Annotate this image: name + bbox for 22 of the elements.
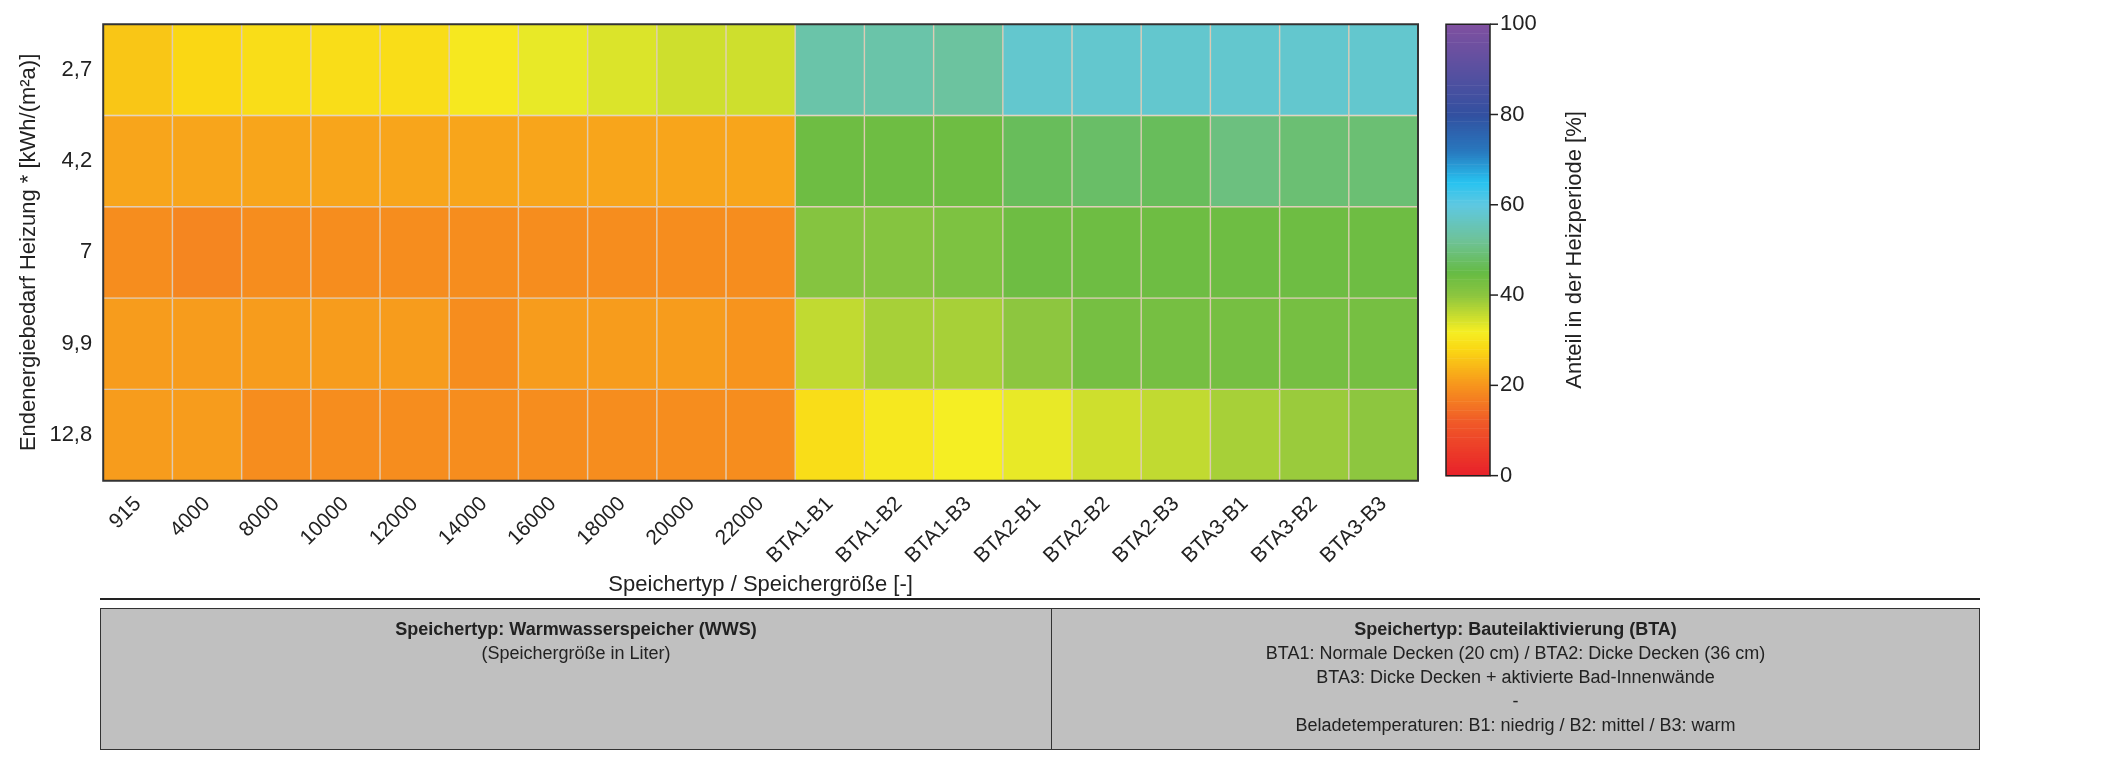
color-bar-label: 100	[1500, 10, 1537, 36]
text: BTA3: Dicke Decken + aktivierte Bad-Innenwände	[1315, 666, 1716, 689]
text: BTA1: Normale Decken (20 cm) / BTA2: Dicke Decken (36 cm)	[1264, 642, 1767, 665]
text: (Speichergröße in Liter)	[480, 642, 672, 665]
x-axis-title: Speichertyp / Speichergröße [-]	[608, 570, 913, 596]
text: -	[1511, 690, 1520, 713]
color-bar-label: 80	[1500, 100, 1525, 126]
color-bar-label: 0	[1500, 461, 1513, 487]
text: Speichertyp: Warmwasserspeicher (WWS)	[394, 618, 758, 641]
color-bar-label: 20	[1500, 371, 1525, 397]
color-bar-label: 60	[1500, 190, 1525, 216]
text: Speichertyp: Bauteilaktivierung (BTA)	[1353, 618, 1678, 641]
y-tick-label: 7	[79, 238, 93, 264]
y-axis-title: Endenergiebedarf Heizung * [kWh/(m²a)]	[15, 53, 41, 452]
y-tick-label: 4,2	[61, 147, 93, 173]
y-tick-label: 2,7	[61, 55, 93, 81]
x-tick-label: 915	[103, 491, 145, 533]
color-bar-label: 40	[1500, 281, 1525, 307]
text: Beladetemperaturen: B1: niedrig / B2: mittel / B3: warm	[1294, 714, 1737, 737]
color-bar-title: Anteil in der Heizperiode [%]	[1561, 111, 1587, 389]
y-tick-label: 9,9	[61, 329, 93, 355]
y-tick-label: 12,8	[49, 421, 93, 447]
